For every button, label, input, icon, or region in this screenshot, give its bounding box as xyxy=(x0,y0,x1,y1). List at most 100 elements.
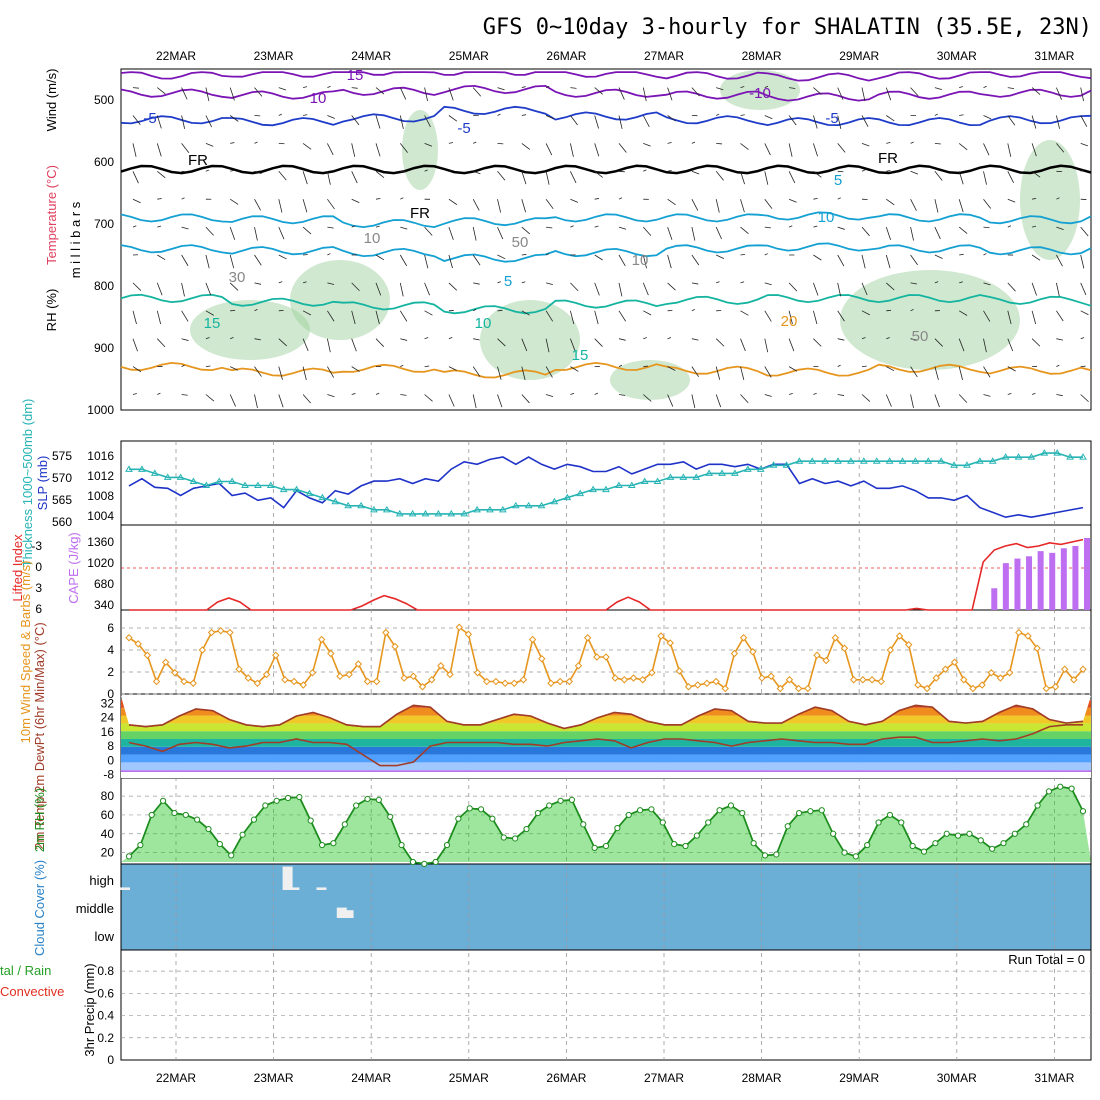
ytick-pressure: 600 xyxy=(94,155,114,169)
wind-barb xyxy=(959,281,963,284)
wind-barb xyxy=(885,254,891,269)
date-label-top: 30MAR xyxy=(937,49,977,63)
wind-speed-line-point xyxy=(409,672,418,680)
rh2m-line-top-point xyxy=(432,858,439,866)
ytick-temp: 16 xyxy=(101,725,115,739)
wind-barb xyxy=(230,366,239,371)
wind-barb xyxy=(1080,282,1087,296)
rh2m-line-top-point xyxy=(409,858,417,866)
wind-barb xyxy=(351,171,358,184)
wind-barb xyxy=(788,115,797,126)
wind-speed-line-point xyxy=(859,676,867,684)
wind-barb xyxy=(230,337,234,340)
wind-speed-line-point xyxy=(960,676,968,684)
wind-barb xyxy=(740,366,745,380)
wind-speed-line-point xyxy=(721,684,729,693)
wind-barb xyxy=(740,143,749,150)
wind-barb xyxy=(181,310,189,322)
wind-barb xyxy=(545,366,553,378)
wind-speed-line-point xyxy=(244,674,252,682)
wind-speed-line-point xyxy=(428,676,436,684)
contour-label-blue: -5 xyxy=(143,110,156,127)
wind-barb xyxy=(1032,225,1037,228)
thickness-line-point xyxy=(215,477,224,484)
wind-barb xyxy=(837,197,841,200)
wind-barb xyxy=(691,254,700,266)
wind-barb xyxy=(958,226,968,234)
dewpt-line xyxy=(128,724,1083,767)
thickness-line-point xyxy=(537,501,546,509)
rh2m-line-top-point xyxy=(898,819,905,826)
thickness-line-point xyxy=(279,485,288,493)
rh2m-line-top-point xyxy=(330,840,337,847)
rh2m-line-top-point xyxy=(398,841,405,849)
wind-barb xyxy=(861,169,866,172)
wind-barb xyxy=(594,225,599,228)
wind-barb xyxy=(934,199,939,213)
wind-barb xyxy=(861,394,871,402)
wind-barb xyxy=(132,198,141,204)
wind-barb xyxy=(157,254,166,261)
wind-barb xyxy=(278,87,287,91)
ytick-slp: 1008 xyxy=(87,489,114,503)
wind-barb xyxy=(327,115,335,119)
wind-barb xyxy=(205,337,210,340)
wind-barb xyxy=(497,281,501,284)
wind-speed-line-point xyxy=(547,679,555,687)
wind-barb xyxy=(375,338,385,347)
wind-barb xyxy=(521,143,531,150)
wind-speed-line-point xyxy=(327,649,335,658)
wind-barb xyxy=(1007,366,1016,372)
wind-barb xyxy=(837,282,842,297)
wind-barb xyxy=(399,115,404,129)
thickness-line-point xyxy=(821,457,830,464)
wind-barb xyxy=(983,171,987,185)
wind-barb xyxy=(934,87,942,91)
contour-label-freezing: FR xyxy=(188,152,208,169)
rh2m-line-top-point xyxy=(546,802,553,809)
wind-speed-line-point xyxy=(648,669,656,677)
rh2m-line-top-point xyxy=(954,832,962,839)
wind-speed-line-point xyxy=(418,683,427,691)
ytick-li: 6 xyxy=(35,602,42,616)
contour-label-teal: 15 xyxy=(204,315,221,332)
wind-speed-line-point xyxy=(932,674,940,682)
wind-barb xyxy=(788,198,797,203)
wind-barb xyxy=(254,170,262,175)
wind-speed-line-point xyxy=(776,684,784,693)
cape-bar xyxy=(1014,558,1021,610)
wind-speed-line-point xyxy=(840,644,849,652)
wind-barb xyxy=(1031,143,1037,157)
wind-barb xyxy=(764,85,769,88)
wind-barb xyxy=(448,169,453,172)
thickness-line-point xyxy=(769,461,778,468)
wind-barb xyxy=(1007,115,1016,126)
thickness-line-point xyxy=(1001,453,1010,460)
rh2m-line-top-point xyxy=(716,807,723,814)
thickness-line-point xyxy=(1079,453,1087,460)
rh2m-line-top-point xyxy=(682,842,689,850)
ytick-cape: 1360 xyxy=(87,535,114,549)
rh2m-line-top-point xyxy=(455,815,462,822)
wind-speed-line-point xyxy=(382,628,390,637)
wind-barb xyxy=(837,364,841,367)
rh-shade xyxy=(480,300,580,380)
wind-barb xyxy=(448,394,455,407)
wind-barb xyxy=(545,338,550,353)
wind-barb xyxy=(983,143,990,156)
wind-barb xyxy=(1007,282,1016,292)
wind-barb xyxy=(229,87,235,101)
wind-barb xyxy=(983,253,987,256)
wind-barb xyxy=(1080,310,1089,316)
wind-speed-line-point xyxy=(877,677,885,686)
wind-barb xyxy=(302,310,312,316)
wind-speed-line-point xyxy=(1024,632,1032,640)
wind-barb xyxy=(302,143,312,150)
thickness-line-point xyxy=(640,477,649,484)
wind-barb xyxy=(132,393,137,395)
rh2m-line-top-point xyxy=(443,841,451,849)
wind-barb xyxy=(788,310,793,325)
wind-barb xyxy=(788,171,796,184)
contour-label-rh: 10 xyxy=(364,230,381,247)
wind-speed-line-point xyxy=(538,655,546,663)
